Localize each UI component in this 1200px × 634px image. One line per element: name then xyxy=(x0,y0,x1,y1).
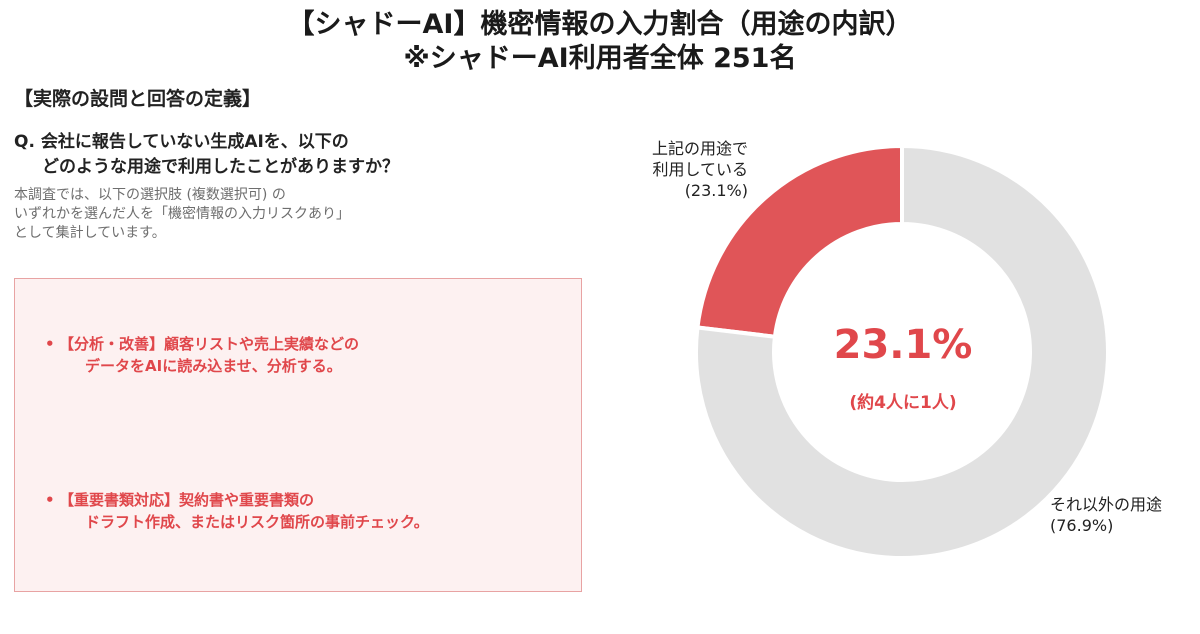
slice-label-line: 利用している xyxy=(652,160,748,179)
option-item-analysis: • 【分析・改善】顧客リストや売上実績などの データをAIに読み込ませ、分析する… xyxy=(45,333,585,377)
note-line2: いずれかを選んだ人を「機密情報の入力リスクあり」 xyxy=(14,206,350,222)
slice-label-value: (76.9%) xyxy=(1050,516,1114,535)
definition-note: 本調査では、以下の選択肢 (複数選択可) の いずれかを選んだ人を「機密情報の入… xyxy=(14,186,574,243)
note-line1: 本調査では、以下の選択肢 (複数選択可) の xyxy=(14,187,286,203)
center-value: 23.1% xyxy=(833,322,973,368)
slice-label-value: (23.1%) xyxy=(684,181,748,200)
slice-label-line: それ以外の用途 xyxy=(1050,495,1163,514)
option-item-line1: 【分析・改善】顧客リストや売上実績などの xyxy=(59,335,360,353)
bullet-marker: • xyxy=(45,491,55,509)
slice-highlight xyxy=(695,143,904,339)
chart-title-line1: 【シャドーAI】機密情報の入力割合（用途の内訳） xyxy=(287,9,913,40)
survey-question: Q. 会社に報告していない生成AIを、以下の どのような用途で利用したことがあり… xyxy=(14,130,594,180)
center-note: (約4人に1人) xyxy=(849,393,957,413)
chart-title-line2: ※シャドーAI利用者全体 251名 xyxy=(403,43,797,74)
slice-label-line: 上記の用途で xyxy=(651,139,748,158)
question-line1: Q. 会社に報告していない生成AIを、以下の xyxy=(14,132,349,152)
section-heading: 【実際の設問と回答の定義】 xyxy=(14,88,262,110)
question-line2: どのような用途で利用したことがありますか？ xyxy=(42,157,399,177)
option-item-documents: • 【重要書類対応】契約書や重要書類の ドラフト作成、またはリスク箇所の事前チェ… xyxy=(45,489,585,533)
slice-label-other: それ以外の用途 (76.9%) xyxy=(1050,494,1195,536)
option-item-line2: データをAIに読み込ませ、分析する。 xyxy=(85,357,342,375)
slice-label-highlight: 上記の用途で 利用している (23.1%) xyxy=(600,138,748,201)
bullet-marker: • xyxy=(45,335,55,353)
options-box: • 【分析・改善】顧客リストや売上実績などの データをAIに読み込ませ、分析する… xyxy=(14,278,582,592)
slice-other xyxy=(694,143,1110,560)
note-line3: として集計しています。 xyxy=(14,225,166,241)
option-item-line2: ドラフト作成、またはリスク箇所の事前チェック。 xyxy=(85,513,429,531)
option-item-line1: 【重要書類対応】契約書や重要書類の xyxy=(59,491,315,509)
